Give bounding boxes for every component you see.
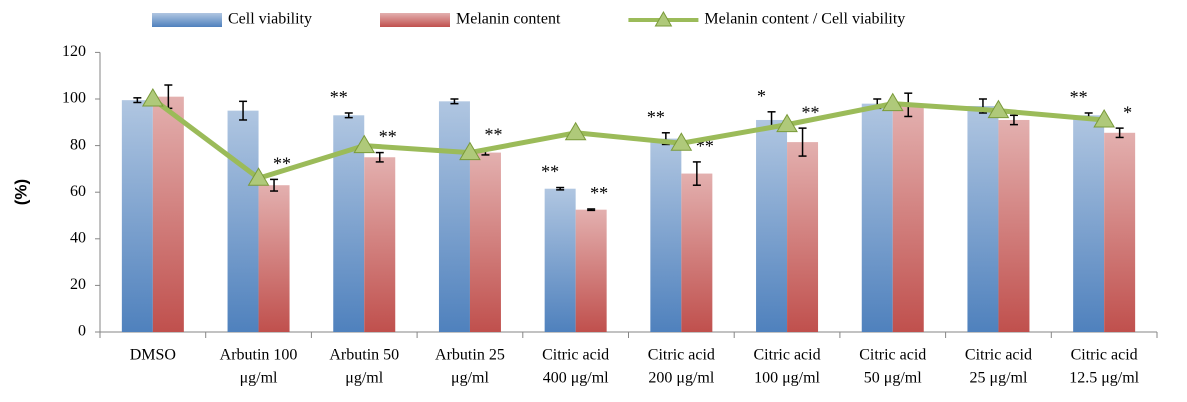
significance-label: ** <box>590 183 608 203</box>
marker <box>141 88 164 107</box>
bar <box>152 96 184 332</box>
x-tick-label: μg/ml <box>345 370 383 387</box>
significance-label: ** <box>1070 87 1088 107</box>
legend-swatch <box>380 13 450 27</box>
bar <box>1104 132 1136 332</box>
legend-label: Cell viability <box>228 11 312 28</box>
error-bar <box>798 127 807 157</box>
legend-item: Melanin content / Cell viability <box>628 11 905 28</box>
marker <box>353 134 376 154</box>
y-tick-label: 80 <box>70 136 86 153</box>
legend-label: Melanin content <box>456 11 561 28</box>
error-bar <box>450 98 459 105</box>
marker <box>459 141 481 161</box>
bar <box>438 101 470 332</box>
marker <box>987 99 1010 119</box>
x-tick-label: Citric acid <box>648 347 715 364</box>
error-bar <box>1115 127 1124 139</box>
x-tick-label: Arbutin 25 <box>435 347 505 364</box>
bar <box>544 188 576 332</box>
error-bar <box>270 178 279 192</box>
bar <box>787 142 819 332</box>
line <box>151 96 1105 181</box>
x-tick-label: μg/ml <box>240 370 278 387</box>
marker <box>881 92 904 112</box>
marker <box>1093 108 1116 128</box>
bar <box>227 110 259 333</box>
error-bar <box>556 186 565 191</box>
bar <box>469 152 501 332</box>
x-tick-label: Arbutin 50 <box>329 347 399 364</box>
bar <box>756 119 788 332</box>
x-tick-label: 50 μg/ml <box>864 370 922 387</box>
bar <box>258 185 290 332</box>
y-tick-label: 100 <box>62 90 86 107</box>
marker <box>670 132 693 151</box>
bar <box>650 138 682 332</box>
bar <box>681 173 713 332</box>
y-axis-label: (%) <box>11 179 30 205</box>
x-tick-label: 25 μg/ml <box>969 370 1027 387</box>
x-tick-label: μg/ml <box>451 370 489 387</box>
significance-label: ** <box>330 87 348 107</box>
x-tick-label: DMSO <box>130 347 176 364</box>
legend-marker <box>654 10 673 27</box>
significance-label: ** <box>379 127 397 147</box>
x-tick-label: Citric acid <box>965 347 1032 364</box>
x-tick-label: Citric acid <box>1071 347 1138 364</box>
x-tick-label: 12.5 μg/ml <box>1069 370 1139 387</box>
bar <box>998 119 1030 332</box>
bar <box>892 104 924 332</box>
y-tick-label: 60 <box>70 183 86 200</box>
x-tick-label: Citric acid <box>859 347 926 364</box>
error-bar <box>692 161 701 186</box>
x-tick-label: Citric acid <box>754 347 821 364</box>
error-bar <box>587 208 596 212</box>
y-tick-label: 20 <box>70 276 86 293</box>
error-bar <box>239 100 248 121</box>
bar <box>1073 115 1105 332</box>
error-bar <box>133 97 142 104</box>
error-bar <box>375 151 384 163</box>
x-tick-label: Arbutin 100 <box>220 347 298 364</box>
bar <box>364 157 396 332</box>
marker <box>776 113 798 133</box>
significance-label: ** <box>484 124 502 144</box>
x-tick-label: 400 μg/ml <box>543 370 609 387</box>
x-tick-label: Citric acid <box>542 347 609 364</box>
marker <box>564 121 587 141</box>
y-tick-label: 0 <box>78 323 86 340</box>
y-tick-label: 120 <box>62 43 86 60</box>
error-bar <box>1009 114 1018 126</box>
significance-label: * <box>1123 102 1132 122</box>
legend-item: Melanin content <box>380 11 561 28</box>
marker <box>247 167 270 186</box>
significance-label: ** <box>541 162 559 182</box>
x-tick-label: 200 μg/ml <box>648 370 714 387</box>
bar <box>121 100 153 332</box>
significance-label: * <box>757 86 766 106</box>
bar <box>967 105 999 333</box>
legend-item: Cell viability <box>152 11 312 28</box>
error-bar <box>344 112 353 119</box>
bar <box>861 103 893 332</box>
significance-label: ** <box>647 107 665 127</box>
bar <box>575 209 607 332</box>
x-tick-label: 100 μg/ml <box>754 370 820 387</box>
legend-label: Melanin content / Cell viability <box>704 11 905 28</box>
legend-swatch <box>152 13 222 27</box>
y-tick-label: 40 <box>70 229 86 246</box>
